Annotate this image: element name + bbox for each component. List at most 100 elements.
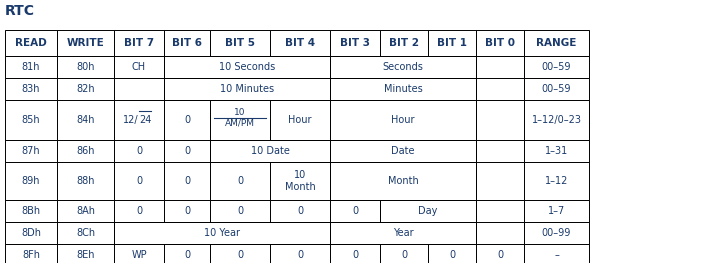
Text: 10 Date: 10 Date — [250, 146, 289, 156]
Text: 0: 0 — [184, 206, 190, 216]
Bar — [330, 57, 476, 78]
Bar — [210, 244, 270, 263]
Bar — [330, 100, 476, 140]
Bar — [57, 56, 114, 78]
Bar — [5, 222, 57, 244]
Text: 0: 0 — [352, 250, 358, 260]
Bar — [114, 78, 164, 100]
Text: Date: Date — [391, 146, 415, 156]
Text: 0: 0 — [184, 176, 190, 186]
Text: BIT 1: BIT 1 — [437, 38, 467, 48]
Bar — [330, 140, 380, 162]
Text: 0: 0 — [237, 176, 243, 186]
Bar — [164, 222, 210, 244]
Bar — [164, 162, 210, 200]
Text: Year: Year — [393, 228, 413, 238]
Bar — [330, 140, 476, 162]
Text: 10
Month: 10 Month — [284, 170, 316, 192]
Bar — [164, 200, 210, 222]
Bar — [476, 200, 524, 222]
Bar — [428, 56, 476, 78]
Text: 0: 0 — [401, 250, 407, 260]
Bar — [380, 30, 428, 56]
Text: 87h: 87h — [22, 146, 40, 156]
Bar — [57, 162, 114, 200]
Bar — [210, 140, 270, 162]
Bar — [210, 162, 270, 200]
Bar — [330, 163, 476, 200]
Text: 8Dh: 8Dh — [21, 228, 41, 238]
Text: 0: 0 — [184, 250, 190, 260]
Bar — [5, 200, 57, 222]
Bar — [428, 244, 476, 263]
Text: READ: READ — [15, 38, 47, 48]
Bar — [114, 244, 164, 263]
Bar — [114, 162, 164, 200]
Bar — [210, 78, 270, 100]
Bar — [57, 200, 114, 222]
Bar — [428, 30, 476, 56]
Bar — [380, 200, 428, 222]
Bar — [210, 56, 270, 78]
Bar — [476, 140, 524, 162]
Bar — [330, 222, 476, 244]
Bar — [330, 100, 380, 140]
Bar — [524, 78, 589, 100]
Bar — [330, 56, 476, 78]
Text: 10: 10 — [234, 108, 246, 117]
Bar — [428, 140, 476, 162]
Bar — [476, 222, 524, 244]
Bar — [330, 100, 476, 139]
Text: 0: 0 — [136, 146, 142, 156]
Bar — [164, 78, 330, 99]
Bar — [164, 57, 330, 78]
Bar — [270, 100, 330, 140]
Bar — [210, 30, 270, 56]
Bar — [164, 56, 210, 78]
Text: Month: Month — [388, 176, 418, 186]
Text: 82h: 82h — [76, 84, 95, 94]
Text: 81h: 81h — [22, 62, 40, 72]
Bar — [476, 244, 524, 263]
Bar — [330, 140, 476, 161]
Bar — [428, 162, 476, 200]
Bar — [114, 222, 164, 244]
Text: Hour: Hour — [289, 115, 312, 125]
Text: BIT 3: BIT 3 — [340, 38, 370, 48]
Text: RANGE: RANGE — [536, 38, 576, 48]
Text: 8Eh: 8Eh — [77, 250, 95, 260]
Bar — [524, 200, 589, 222]
Text: Day: Day — [418, 206, 437, 216]
Text: 84h: 84h — [77, 115, 95, 125]
Text: 83h: 83h — [22, 84, 40, 94]
Bar — [428, 222, 476, 244]
Bar — [330, 244, 380, 263]
Bar — [380, 56, 428, 78]
Bar — [270, 30, 330, 56]
Bar — [210, 200, 270, 222]
Bar — [270, 140, 330, 162]
Text: RTC: RTC — [5, 4, 35, 18]
Bar — [330, 200, 380, 222]
Bar — [381, 200, 476, 221]
Bar — [428, 100, 476, 140]
Bar — [5, 30, 57, 56]
Bar — [524, 30, 589, 56]
Bar — [270, 56, 330, 78]
Bar — [57, 244, 114, 263]
Bar — [380, 244, 428, 263]
Text: 86h: 86h — [77, 146, 95, 156]
Bar — [380, 78, 428, 100]
Text: 80h: 80h — [77, 62, 95, 72]
Text: 8Bh: 8Bh — [21, 206, 40, 216]
Bar — [524, 244, 589, 263]
Bar — [330, 78, 380, 100]
Bar — [476, 78, 524, 100]
Text: WP: WP — [131, 250, 147, 260]
Bar — [164, 100, 210, 140]
Text: BIT 0: BIT 0 — [485, 38, 515, 48]
Bar — [57, 78, 114, 100]
Text: 0: 0 — [237, 206, 243, 216]
Bar — [114, 30, 164, 56]
Bar — [380, 100, 428, 140]
